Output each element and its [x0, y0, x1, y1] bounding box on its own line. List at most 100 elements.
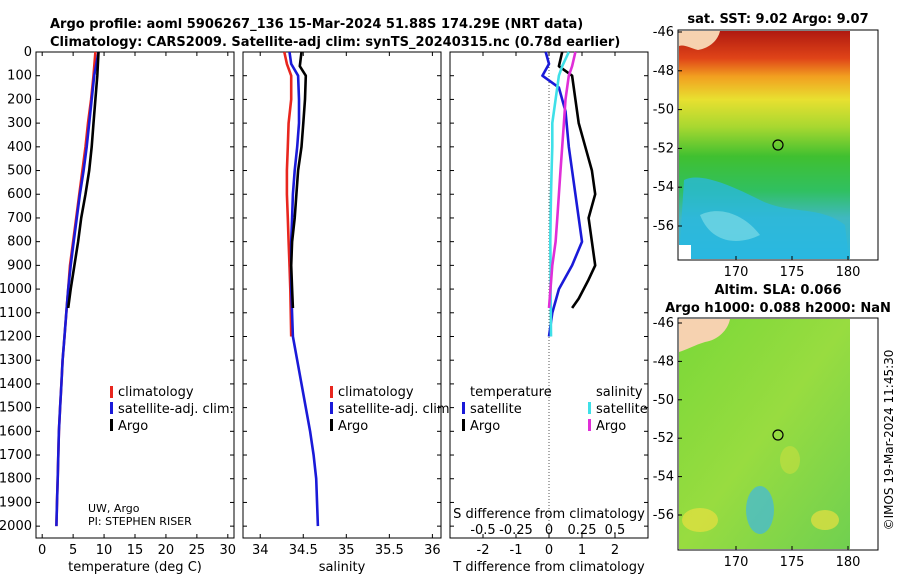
depth-tick-label: 1000 [0, 282, 32, 297]
s-tick-label: 0.25 [568, 523, 597, 538]
sst-nodata-patch [679, 245, 691, 259]
legend-swatch-t-satellite [462, 402, 465, 414]
depth-tick-label: 1400 [0, 377, 32, 392]
difference-series [541, 51, 597, 337]
depth-tick-label: 200 [7, 92, 32, 107]
s-difference-label: S difference from climatology [453, 507, 645, 522]
x-tick-label: 36 [424, 543, 441, 558]
x-tick-label: 1 [578, 543, 586, 558]
sla-map-ticks: 170 175 180 -46 -48 -50 -52 -54 -56 [653, 316, 861, 570]
lon-tick-label: 180 [836, 555, 861, 570]
legend-swatch-climatology [110, 386, 113, 398]
series-line-argo [66, 51, 100, 309]
difference-legend-temperature: temperature satellite Argo [462, 385, 552, 434]
series-line-temperature-satellite [541, 51, 584, 337]
lat-tick-label: -56 [653, 508, 674, 523]
sst-map-title: sat. SST: 9.02 Argo: 9.07 [687, 12, 868, 27]
salinity-series [283, 51, 320, 527]
sla-map-title-line1: Altim. SLA: 0.066 [715, 283, 842, 298]
depth-tick-labels: 0 100 200 300 400 500 600 700 800 900 1000 1100 1200… [0, 45, 32, 534]
series-line-argo [289, 51, 308, 309]
legend-label-satellite: satellite-adj. clim. [118, 402, 234, 417]
sla-mid-anomaly [780, 446, 800, 474]
sst-cold-eddy [700, 211, 760, 241]
x-tick-label: 20 [158, 543, 175, 558]
legend-label-s-argo: Argo [596, 419, 626, 434]
x-tick-label: -2 [477, 543, 490, 558]
lat-tick-label: -48 [653, 64, 674, 79]
legend-label-t-satellite: satellite [470, 402, 522, 417]
legend-title-temperature: temperature [470, 385, 552, 400]
legend-label-climatology: climatology [118, 385, 194, 400]
s-difference-tick-labels: -0.5 -0.25 0 0.25 0.5 [470, 523, 625, 538]
x-tick-label: 0 [38, 543, 46, 558]
difference-panel: -2 -1 0 1 2 -0.5 -0.25 0 0.25 0.5 S difference f… [449, 51, 649, 575]
depth-tick-label: 1500 [0, 401, 32, 416]
s-tick-label: 0.5 [605, 523, 626, 538]
depth-tick-label: 1300 [0, 353, 32, 368]
legend-swatch-satellite [330, 402, 333, 414]
legend-label-climatology: climatology [338, 385, 414, 400]
x-tick-label: 5 [69, 543, 77, 558]
depth-tick-label: 1600 [0, 424, 32, 439]
x-tick-label: 10 [96, 543, 113, 558]
x-tick-label: 34.5 [289, 543, 318, 558]
series-line-climatology [283, 51, 293, 337]
depth-tick-label: 1900 [0, 495, 32, 510]
s-tick-label: -0.25 [499, 523, 533, 538]
sla-high-anomaly [811, 510, 839, 530]
s-tick-label: 0 [545, 523, 553, 538]
lat-tick-label: -54 [653, 180, 674, 195]
series-line-salinity-argo [547, 51, 577, 309]
sst-map-ticks: 170 175 180 -46 -48 -50 -52 -54 -56 [653, 25, 861, 280]
legend-swatch-t-argo [462, 419, 465, 431]
legend-swatch-s-satellite [588, 402, 591, 414]
imos-watermark: ©IMOS 19-Mar-2024 11:45:30 [882, 350, 896, 531]
lon-tick-label: 175 [780, 555, 805, 570]
temperature-tick-labels: 0 5 10 15 20 25 30 [36, 51, 236, 558]
header-line2: Climatology: CARS2009. Satellite-adj cli… [50, 35, 620, 50]
lon-tick-label: 170 [724, 555, 749, 570]
depth-tick-label: 600 [7, 187, 32, 202]
temperature-xlabel: temperature (deg C) [68, 560, 202, 575]
sla-map-title-line2: Argo h1000: 0.088 h2000: NaN [665, 301, 891, 316]
legend-swatch-argo [330, 419, 333, 431]
legend-swatch-climatology [330, 386, 333, 398]
salinity-panel: 34 34.5 35 35.5 36 salinity climatology sate… [242, 51, 454, 575]
legend-label-argo: Argo [338, 419, 368, 434]
sst-land-shape [679, 31, 720, 50]
x-tick-label: 0 [545, 543, 553, 558]
lat-tick-label: -54 [653, 470, 674, 485]
lat-tick-label: -46 [653, 25, 674, 40]
depth-tick-label: 900 [7, 258, 32, 273]
legend-swatch-satellite [110, 402, 113, 414]
depth-tick-label: 1700 [0, 448, 32, 463]
depth-tick-label: 1100 [0, 306, 32, 321]
credit-line1: UW, Argo [88, 502, 140, 515]
sst-cold-patch [679, 177, 849, 259]
depth-tick-label: 700 [7, 211, 32, 226]
salinity-axes-box [242, 51, 442, 539]
depth-tick-label: 400 [7, 140, 32, 155]
difference-legend-salinity: salinity satellite Argo [588, 385, 648, 434]
legend-label-t-argo: Argo [470, 419, 500, 434]
legend-title-salinity: salinity [596, 385, 643, 400]
depth-tick-label: 300 [7, 116, 32, 131]
legend-swatch-s-argo [588, 419, 591, 431]
lat-tick-label: -46 [653, 316, 674, 331]
legend-label-s-satellite: satellite [596, 402, 648, 417]
x-tick-label: 15 [127, 543, 144, 558]
lat-tick-label: -52 [653, 141, 674, 156]
lat-tick-label: -52 [653, 431, 674, 446]
sla-high-anomaly [682, 508, 718, 532]
temperature-panel: 0100200300400500600700800900100011001200… [0, 45, 236, 575]
lon-tick-label: 175 [780, 265, 805, 280]
lon-tick-label: 170 [724, 265, 749, 280]
depth-tick-label: 1200 [0, 329, 32, 344]
sst-map: sat. SST: 9.02 Argo: 9.07 170 175 180 -46 -4… [653, 12, 879, 280]
x-tick-label: 35.5 [375, 543, 404, 558]
depth-tick-label: 100 [7, 69, 32, 84]
sla-low-anomaly [746, 486, 774, 534]
t-difference-xlabel: T difference from climatology [452, 560, 645, 575]
x-tick-label: 35 [338, 543, 355, 558]
